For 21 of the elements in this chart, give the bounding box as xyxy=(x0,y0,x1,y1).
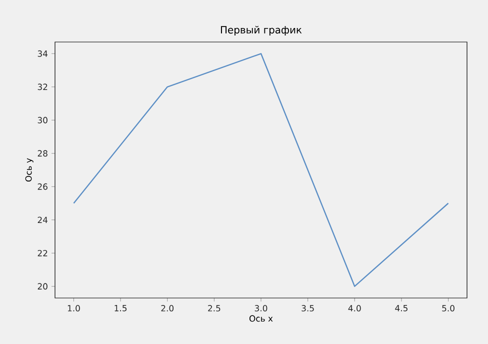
y-tick-label: 34 xyxy=(38,50,48,57)
y-tick-label: 26 xyxy=(38,183,48,190)
y-tick-label: 24 xyxy=(38,216,48,224)
y-tick-label: 28 xyxy=(38,150,48,157)
x-tick-label: 2.0 xyxy=(161,305,174,312)
x-tick-label: 1.5 xyxy=(114,305,127,312)
x-tick-label: 5.0 xyxy=(442,305,454,312)
chart-title: Первый график xyxy=(220,26,302,36)
y-tick-label: 30 xyxy=(38,116,48,124)
y-tick-label: 22 xyxy=(38,250,48,256)
x-tick-label: 3.0 xyxy=(254,305,268,312)
x-tick-label: 4.0 xyxy=(348,305,361,312)
x-tick-label: 2.5 xyxy=(208,305,220,312)
x-tick-label: 4.5 xyxy=(395,305,408,312)
x-tick-label: 3.5 xyxy=(302,305,314,312)
x-tick-label: 1.0 xyxy=(68,305,80,312)
y-tick-label: 20 xyxy=(38,283,48,290)
line-series xyxy=(73,53,449,287)
x-axis-title: Ось x xyxy=(249,315,273,322)
y-tick-label: 32 xyxy=(38,84,48,90)
y-axis-title: Ось y xyxy=(25,158,34,182)
